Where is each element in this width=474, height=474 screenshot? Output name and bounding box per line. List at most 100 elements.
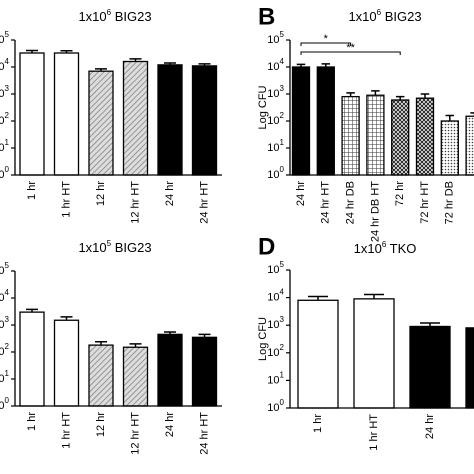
y-tick-label: 101 — [267, 371, 284, 387]
error-bar — [308, 295, 328, 301]
tick-base: 10 — [267, 115, 279, 127]
error-bar — [321, 63, 331, 67]
x-tick-label: 72 hr — [394, 181, 406, 206]
tick-base: 10 — [0, 88, 5, 100]
error-bar — [164, 62, 176, 65]
tick-base: 10 — [0, 346, 5, 358]
x-tick-label: 24 hr DB — [345, 181, 357, 224]
x-tick-label: 24 hr DB HT — [369, 181, 381, 242]
tick-exp: 1 — [280, 371, 285, 380]
error-bar — [60, 49, 73, 54]
bar — [465, 327, 474, 409]
tick-exp: 2 — [280, 111, 285, 120]
bar — [341, 95, 360, 176]
y-tick-label: 103 — [267, 315, 284, 331]
y-tick-label: 104 — [267, 288, 284, 304]
bar — [157, 333, 183, 407]
bar — [53, 319, 80, 407]
title-part: BIG23 — [111, 9, 151, 24]
x-tick-label: 1 hr — [26, 181, 38, 200]
bar — [88, 70, 114, 176]
tick-base: 10 — [0, 61, 5, 73]
tick-base: 10 — [267, 142, 279, 154]
error-bar — [129, 343, 142, 348]
x-tick-label: 24 hr HT — [320, 181, 332, 224]
error-bar — [420, 93, 430, 99]
significance-bracket — [300, 51, 401, 55]
title-part: 5 — [107, 239, 112, 248]
tick-exp: 4 — [5, 57, 10, 66]
bar — [465, 115, 474, 176]
error-bar — [26, 49, 38, 54]
tick-exp: 1 — [5, 138, 10, 147]
y-tick-label: 100 — [0, 396, 10, 412]
y-tick-label: 105 — [267, 30, 284, 46]
x-tick-label: 72 hr DB — [444, 181, 456, 224]
x-tick-label: 24 hr — [164, 412, 176, 437]
title-part: 1x10 — [348, 9, 376, 24]
significance-label: * — [324, 33, 329, 45]
bar — [316, 66, 335, 176]
x-tick-label: 12 hr HT — [129, 412, 141, 455]
tick-exp: 3 — [280, 84, 285, 93]
tick-base: 10 — [0, 319, 5, 331]
x-tick-label: 1 hr — [312, 414, 324, 433]
tick-exp: 0 — [5, 396, 10, 405]
tick-base: 10 — [267, 34, 279, 46]
panel-label: D — [258, 233, 275, 260]
tick-exp: 5 — [5, 30, 10, 39]
tick-exp: 4 — [280, 57, 285, 66]
bar — [297, 299, 339, 409]
bar — [415, 97, 435, 176]
y-tick-label: 101 — [267, 138, 284, 154]
bar — [191, 65, 218, 176]
error-bar — [420, 322, 440, 327]
tick-exp: 2 — [5, 111, 10, 120]
y-tick-label: 100 — [0, 165, 10, 181]
bar — [366, 94, 385, 176]
tick-exp: 2 — [5, 342, 10, 351]
tick-exp: 0 — [5, 165, 10, 174]
error-bar — [198, 333, 211, 338]
x-tick-label: 1 hr HT — [368, 414, 380, 451]
tick-exp: 5 — [5, 261, 10, 270]
bar — [53, 52, 80, 176]
title-part: 1x10 — [78, 9, 106, 24]
title-part: 6 — [377, 8, 382, 17]
tick-exp: 3 — [5, 315, 10, 324]
y-tick-label: 102 — [267, 343, 284, 359]
tick-exp: 0 — [280, 165, 285, 174]
tick-exp: 1 — [280, 138, 285, 147]
tick-base: 10 — [0, 142, 5, 154]
bar — [353, 298, 395, 409]
y-tick-label: 101 — [0, 138, 10, 154]
title-part: 1x10 — [354, 241, 382, 256]
tick-exp: 3 — [5, 84, 10, 93]
tick-exp: 2 — [280, 343, 285, 352]
error-bar — [164, 331, 176, 335]
tick-base: 10 — [0, 400, 5, 412]
bar — [391, 99, 410, 176]
title-part: 1x10 — [78, 240, 106, 255]
title-part: BIG23 — [111, 240, 151, 255]
error-bar — [60, 316, 73, 321]
x-tick-label: 24 hr HT — [198, 412, 210, 455]
x-tick-label: 12 hr — [95, 412, 107, 437]
chart-title: 1x105 BIG23 — [78, 239, 151, 255]
bar — [409, 325, 451, 409]
tick-base: 10 — [267, 292, 279, 304]
y-tick-label: 100 — [267, 165, 284, 181]
tick-exp: 5 — [280, 260, 285, 269]
error-bar — [95, 340, 107, 346]
error-bar — [26, 308, 38, 313]
tick-base: 10 — [267, 61, 279, 73]
tick-base: 10 — [267, 264, 279, 276]
bar — [440, 120, 459, 176]
significance-label: ** — [346, 42, 355, 54]
tick-exp: 0 — [280, 398, 285, 407]
error-bar — [445, 114, 455, 121]
bar — [122, 60, 149, 176]
bar — [122, 346, 149, 407]
